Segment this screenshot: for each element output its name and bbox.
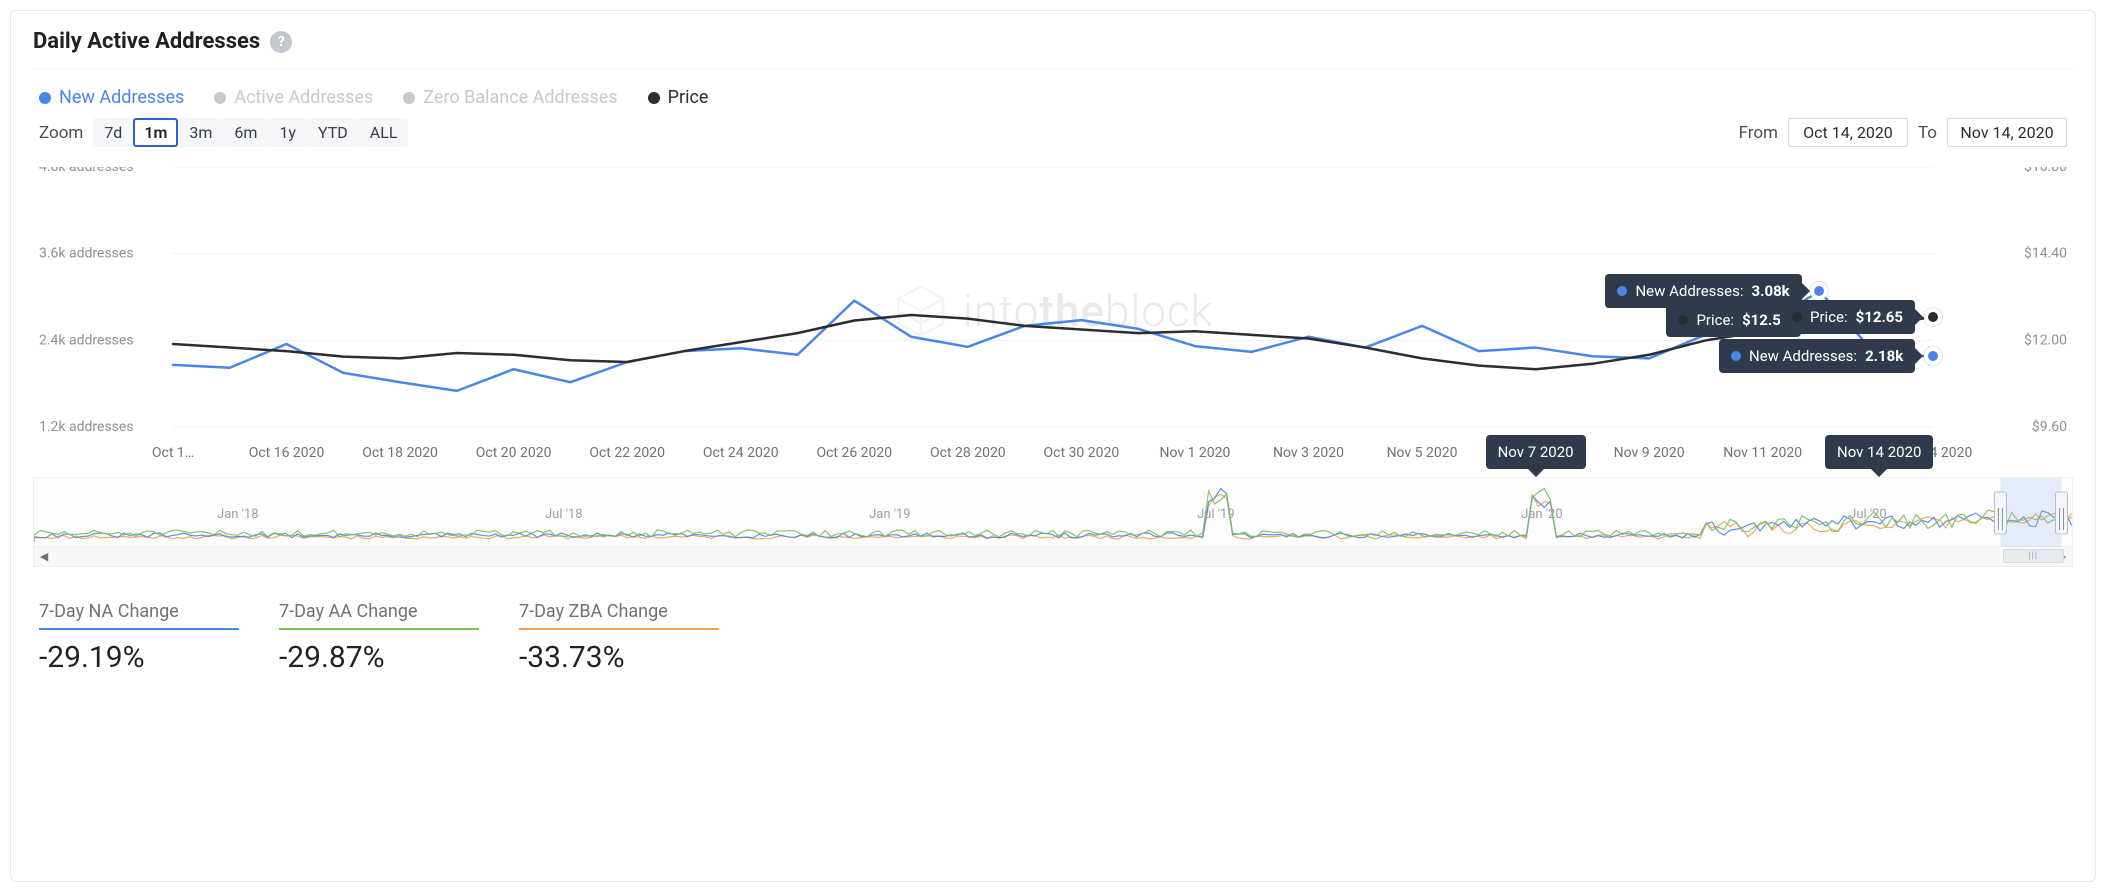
svg-text:Nov 11 2020: Nov 11 2020 (1723, 445, 1802, 461)
stat-value: -33.73% (519, 640, 719, 675)
legend-dot (214, 92, 226, 104)
page-title: Daily Active Addresses (33, 29, 260, 54)
zoom-3m[interactable]: 3m (178, 118, 223, 147)
legend-item-active-addresses[interactable]: Active Addresses (214, 87, 373, 108)
svg-text:Nov 9 2020: Nov 9 2020 (1614, 445, 1685, 461)
from-label: From (1739, 123, 1778, 143)
zoom-all[interactable]: ALL (359, 118, 409, 147)
zoom-ytd[interactable]: YTD (307, 118, 359, 147)
date-to-input[interactable]: Nov 14, 2020 (1947, 118, 2067, 147)
legend-dot (648, 92, 660, 104)
svg-text:Jan '20: Jan '20 (1521, 507, 1562, 522)
legend-dot (403, 92, 415, 104)
scroll-left-icon[interactable]: ◀ (36, 550, 52, 563)
chart-svg: 4.8k addresses 3.6k addresses 2.4k address… (33, 167, 2073, 467)
legend-item-price[interactable]: Price (648, 87, 709, 108)
legend: New Addresses Active Addresses Zero Balanc… (33, 69, 2073, 118)
svg-text:Nov 7 2020: Nov 7 2020 (1500, 445, 1571, 461)
svg-text:Oct 24 2020: Oct 24 2020 (703, 445, 779, 461)
svg-text:Nov 14 2020: Nov 14 2020 (1894, 445, 1973, 461)
navigator[interactable]: Jan '18 Jul '18 Jan '19 Jul '19 Jan '20 Jul '… (33, 477, 2073, 547)
controls-row: Zoom 7d1m3m6m1yYTDALL From Oct 14, 2020 … (33, 118, 2073, 153)
legend-label: Zero Balance Addresses (423, 87, 617, 108)
stat-value: -29.87% (279, 640, 479, 675)
svg-text:Oct 28 2020: Oct 28 2020 (930, 445, 1006, 461)
svg-text:Jul '18: Jul '18 (545, 507, 583, 522)
legend-label: Price (668, 87, 709, 108)
zoom-6m[interactable]: 6m (223, 118, 268, 147)
svg-text:$12.00: $12.00 (2024, 331, 2067, 348)
svg-text:4.8k addresses: 4.8k addresses (39, 167, 134, 175)
chart-card: Daily Active Addresses ? New Addresses Ac… (10, 10, 2096, 882)
svg-text:Jul '19: Jul '19 (1197, 507, 1235, 522)
svg-text:Oct 16 2020: Oct 16 2020 (249, 445, 325, 461)
svg-text:Nov 5 2020: Nov 5 2020 (1387, 445, 1458, 461)
stat-7-day-aa-change: 7-Day AA Change -29.87% (279, 601, 479, 675)
legend-item-zero-balance-addresses[interactable]: Zero Balance Addresses (403, 87, 617, 108)
stats-row: 7-Day NA Change -29.19% 7-Day AA Change -29… (33, 567, 2073, 675)
svg-text:1.2k addresses: 1.2k addresses (39, 419, 134, 435)
svg-text:Nov 1 2020: Nov 1 2020 (1159, 445, 1230, 461)
scroll-thumb[interactable]: ||| (2003, 549, 2064, 563)
svg-text:Jan '18: Jan '18 (217, 507, 258, 522)
zoom-1y[interactable]: 1y (268, 118, 307, 147)
legend-label: New Addresses (59, 87, 184, 108)
date-range: From Oct 14, 2020 To Nov 14, 2020 (1739, 118, 2067, 147)
stat-7-day-zba-change: 7-Day ZBA Change -33.73% (519, 601, 719, 675)
zoom-7d[interactable]: 7d (93, 118, 133, 147)
stat-label: 7-Day AA Change (279, 601, 479, 630)
svg-text:$16.80: $16.80 (2024, 167, 2067, 175)
svg-text:Jan '19: Jan '19 (869, 507, 910, 522)
zoom-controls: Zoom 7d1m3m6m1yYTDALL (39, 123, 408, 143)
svg-text:2.4k addresses: 2.4k addresses (39, 332, 134, 348)
svg-text:Oct 22 2020: Oct 22 2020 (589, 445, 665, 461)
legend-label: Active Addresses (234, 87, 373, 108)
legend-dot (39, 92, 51, 104)
zoom-label: Zoom (39, 123, 83, 143)
legend-item-new-addresses[interactable]: New Addresses (39, 87, 184, 108)
to-label: To (1918, 123, 1937, 143)
svg-text:Oct 18 2020: Oct 18 2020 (362, 445, 438, 461)
svg-text:Oct 20 2020: Oct 20 2020 (476, 445, 552, 461)
date-from-input[interactable]: Oct 14, 2020 (1788, 118, 1908, 147)
main-chart[interactable]: intotheblock 4.8k addresses3.6k addresse… (33, 167, 2073, 467)
svg-text:Jul '20: Jul '20 (1849, 507, 1887, 522)
zoom-1m[interactable]: 1m (133, 118, 178, 147)
stat-7-day-na-change: 7-Day NA Change -29.19% (39, 601, 239, 675)
stat-label: 7-Day NA Change (39, 601, 239, 630)
svg-text:Oct 26 2020: Oct 26 2020 (816, 445, 892, 461)
svg-text:3.6k addresses: 3.6k addresses (39, 246, 134, 262)
title-row: Daily Active Addresses ? (33, 29, 2073, 69)
stat-value: -29.19% (39, 640, 239, 675)
svg-text:Oct 30 2020: Oct 30 2020 (1044, 445, 1120, 461)
svg-text:$14.40: $14.40 (2024, 245, 2067, 262)
svg-text:Nov 3 2020: Nov 3 2020 (1273, 445, 1344, 461)
svg-text:$9.60: $9.60 (2032, 418, 2067, 435)
svg-text:Oct 1…: Oct 1… (152, 445, 194, 461)
stat-label: 7-Day ZBA Change (519, 601, 719, 630)
navigator-scrollbar[interactable]: ◀ ||| ▶ (33, 547, 2073, 567)
help-icon[interactable]: ? (270, 31, 292, 53)
